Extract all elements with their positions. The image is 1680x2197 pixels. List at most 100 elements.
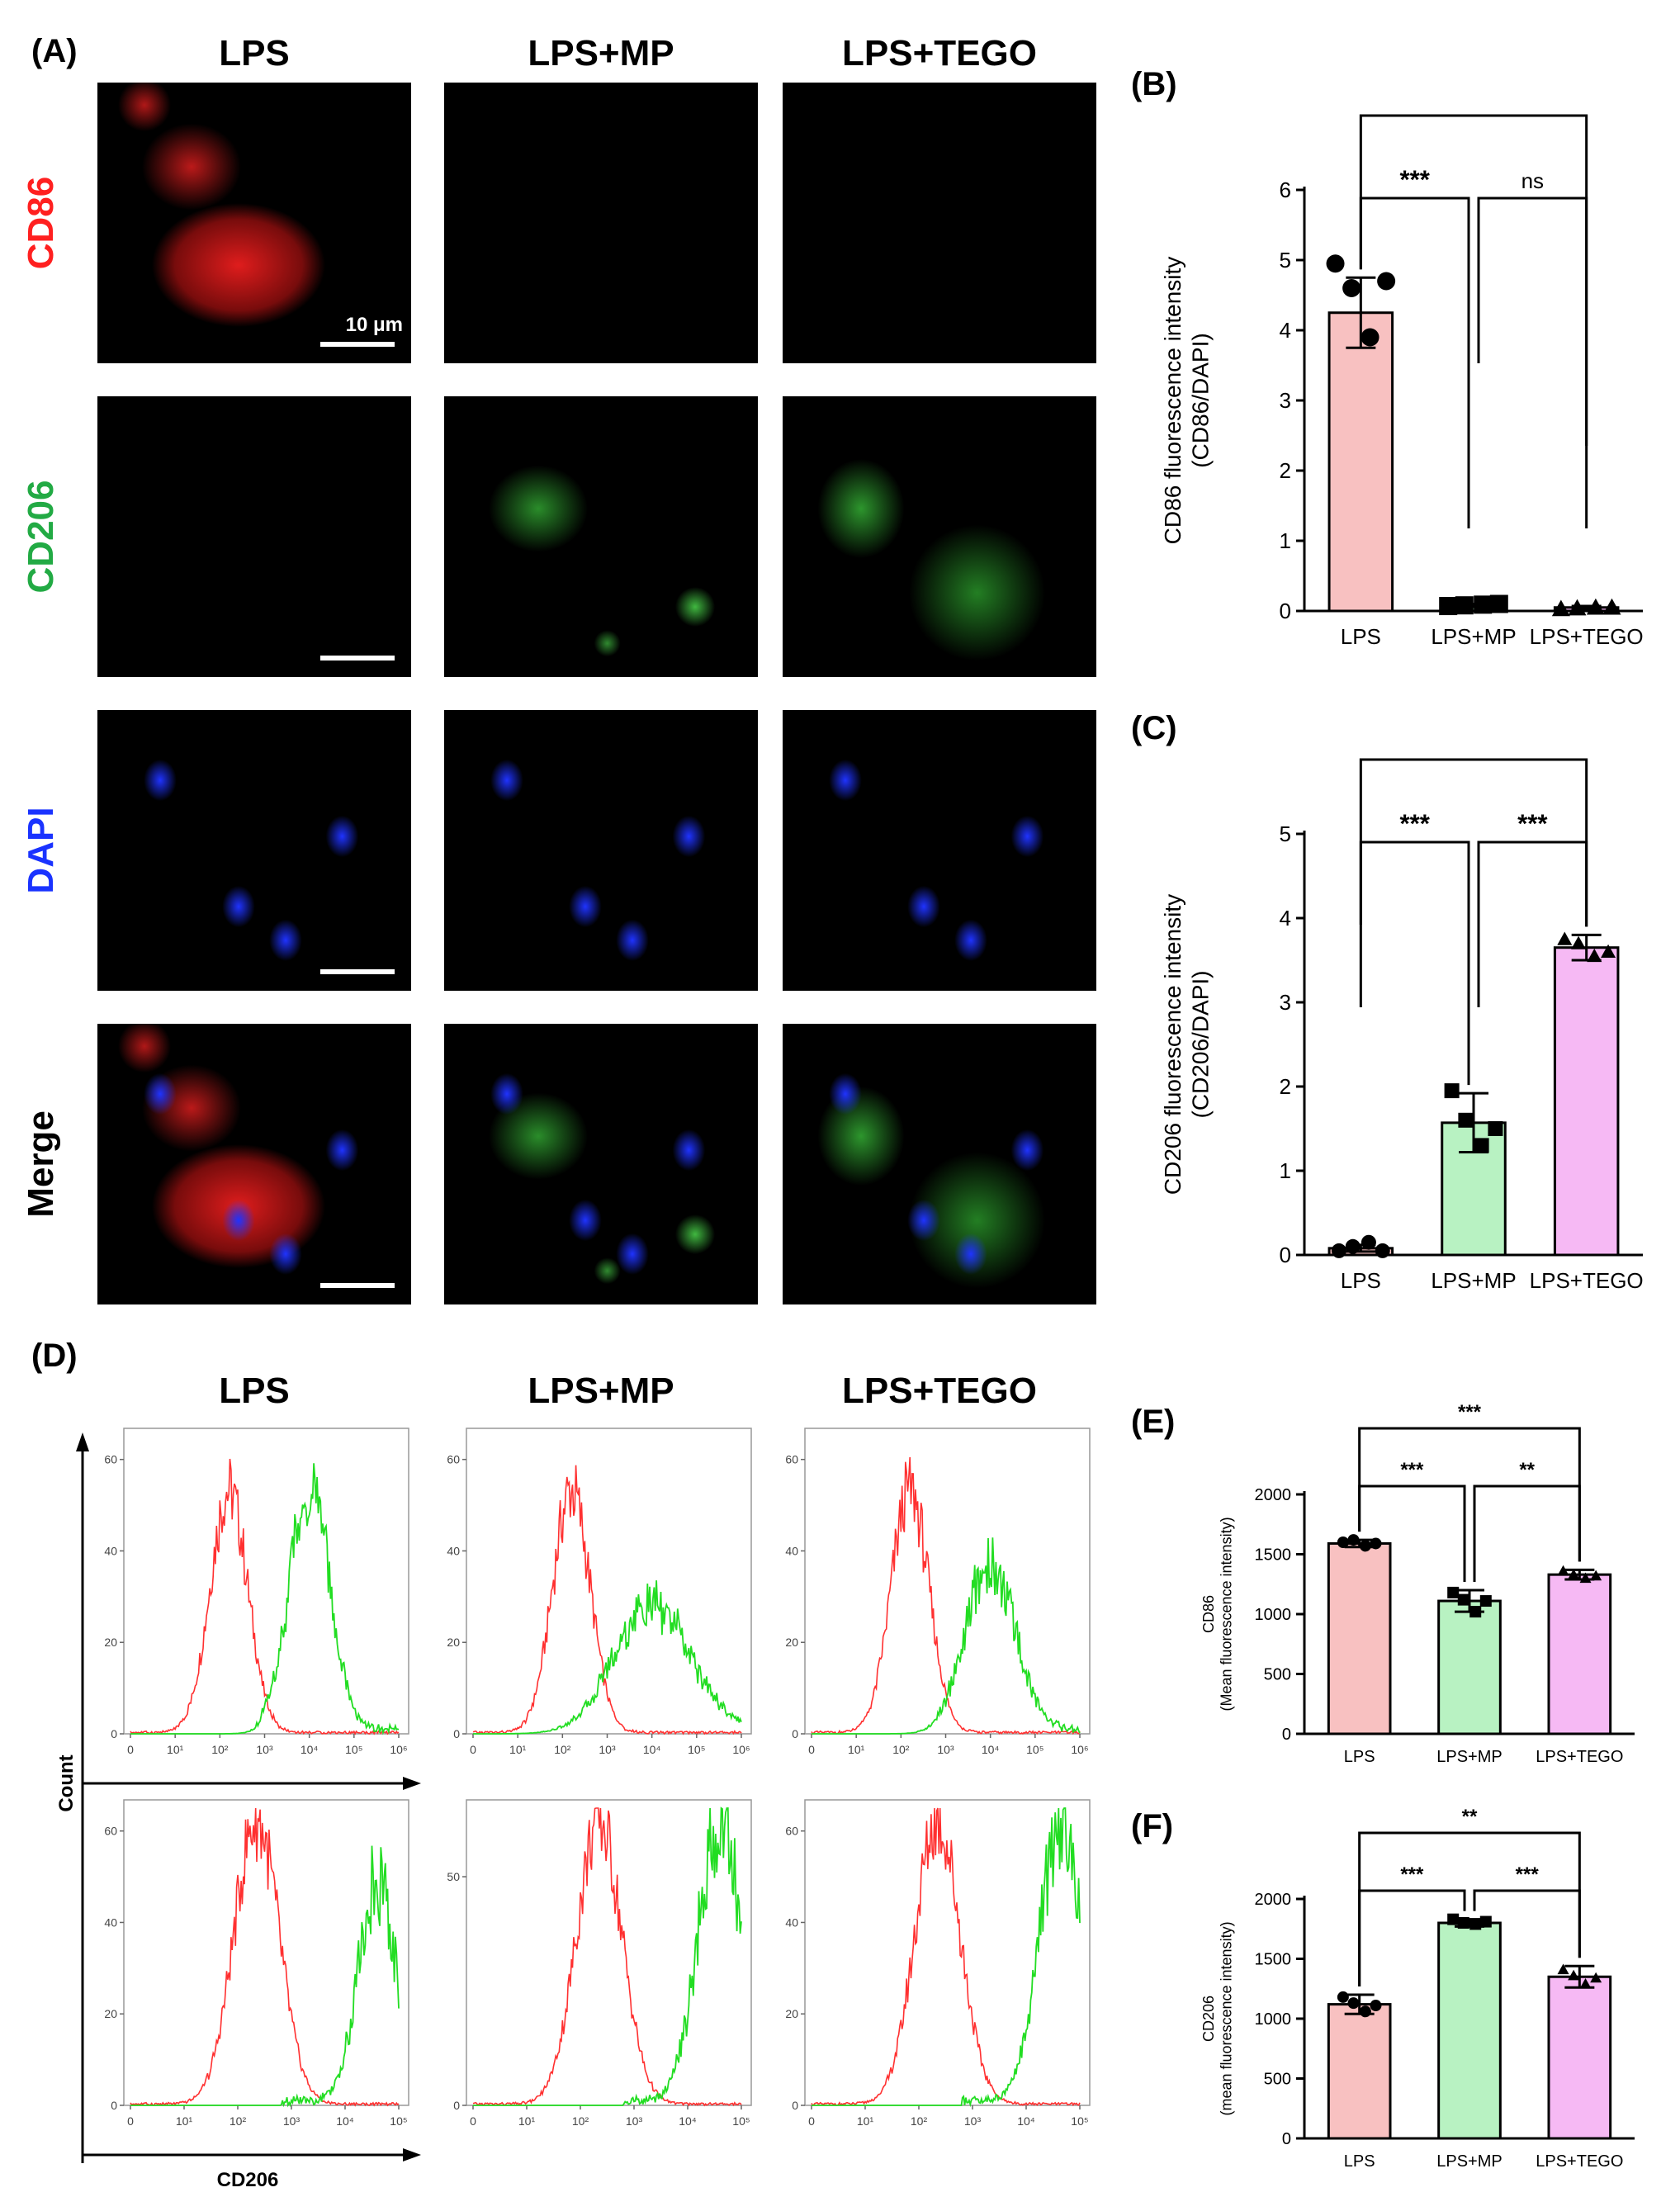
flow-x-tick-label: 10⁴ bbox=[336, 2114, 354, 2128]
green-histogram-trace bbox=[130, 1845, 400, 2108]
significance-label: *** bbox=[1400, 1863, 1424, 1886]
data-point bbox=[1457, 1593, 1469, 1606]
flow-y-tick-label: 0 bbox=[111, 1727, 117, 1740]
flow-x-tick-label: 10¹ bbox=[848, 1743, 865, 1756]
green-histogram-trace bbox=[130, 1463, 400, 1735]
data-point bbox=[1590, 1972, 1602, 1983]
flow-x-tick-label: 10⁴ bbox=[679, 2114, 697, 2128]
significance-bracket bbox=[1473, 1889, 1581, 1958]
y-axis-label: (CD206/DAPI) bbox=[1188, 971, 1214, 1119]
flow-cytometry-histograms: CountCD860204060010¹10²10³10⁴10⁵10⁶02040… bbox=[55, 1428, 1091, 2191]
data-point bbox=[1359, 2005, 1371, 2018]
data-point bbox=[1568, 1969, 1580, 1981]
flow-x-tick-label: 10⁶ bbox=[1071, 1743, 1088, 1756]
green-histogram-trace bbox=[473, 1580, 742, 1735]
scale-bar bbox=[320, 342, 395, 347]
significance-label: *** bbox=[1399, 165, 1430, 194]
y-axis-label: (mean fluorescence intensity) bbox=[1219, 1921, 1235, 2115]
y-tick-label: 5 bbox=[1280, 822, 1291, 846]
red-histogram-trace bbox=[130, 1807, 400, 2107]
red-histogram-trace bbox=[472, 1807, 742, 2107]
flow-header-lps: LPS bbox=[219, 1371, 290, 1411]
y-tick-label: 1000 bbox=[1255, 1606, 1292, 1624]
y-tick-label: 1500 bbox=[1255, 1951, 1292, 1969]
row-label-cd86: CD86 bbox=[21, 176, 61, 270]
flow-x-tick-label: 10⁵ bbox=[345, 1743, 362, 1756]
flow-x-tick-label: 10¹ bbox=[509, 1743, 527, 1756]
flow-x-tick-label: 10¹ bbox=[518, 2114, 536, 2128]
y-axis-label: CD86 fluorescence intensity bbox=[1160, 257, 1185, 545]
x-tick-label: LPS+MP bbox=[1431, 624, 1516, 649]
flow-x-tick-label: 10³ bbox=[964, 2114, 982, 2128]
flow-x-tick-label: 10⁵ bbox=[1071, 2114, 1088, 2128]
x-tick-label: LPS+MP bbox=[1436, 1748, 1502, 1766]
data-point bbox=[1474, 1138, 1489, 1153]
micrograph-cd86-0: 10 μm bbox=[97, 83, 411, 363]
data-point bbox=[1347, 1534, 1360, 1546]
x-tick-label: LPS+TEGO bbox=[1530, 624, 1644, 649]
bar-chart-cd86-intensity: 0 1 2 3 4 5 6 CD86 fluorescence intensity (CD86/… bbox=[1160, 99, 1644, 649]
y-tick-label: 1 bbox=[1280, 528, 1291, 553]
bar-lps bbox=[1327, 2003, 1392, 2140]
y-tick-label: 500 bbox=[1264, 1666, 1291, 1684]
count-arrow-head bbox=[76, 1432, 89, 1451]
y-axis-label: CD206 bbox=[1200, 1996, 1217, 2042]
histogram-frame bbox=[123, 1428, 409, 1735]
flow-x-tick-label: 10³ bbox=[599, 1743, 616, 1756]
histogram-frame bbox=[123, 1799, 409, 2106]
bar-lps-tego bbox=[1547, 1573, 1612, 1735]
data-point bbox=[1579, 1572, 1592, 1584]
y-tick-label: 1500 bbox=[1255, 1546, 1292, 1565]
y-tick-label: 0 bbox=[1280, 1243, 1291, 1267]
y-tick-label: 1000 bbox=[1255, 2010, 1292, 2029]
green-histogram-trace bbox=[473, 1806, 742, 2106]
x-tick-label: LPS bbox=[1344, 2152, 1375, 2171]
flow-x-tick-label: 10⁵ bbox=[390, 2114, 407, 2128]
row-label-cd206: CD206 bbox=[21, 480, 61, 594]
red-histogram-trace bbox=[472, 1465, 742, 1735]
flow-x-tick-label: 10⁶ bbox=[390, 1743, 407, 1756]
significance-bracket bbox=[1477, 840, 1588, 1007]
scale-bar bbox=[320, 969, 395, 974]
data-point bbox=[1457, 1917, 1469, 1929]
data-point bbox=[1359, 1540, 1371, 1552]
flow-y-tick-label: 20 bbox=[104, 1636, 117, 1649]
column-header-lps: LPS bbox=[219, 33, 290, 73]
y-tick-label: 1 bbox=[1280, 1158, 1291, 1183]
x-tick-label: LPS+MP bbox=[1431, 1268, 1516, 1293]
flow-y-tick-label: 20 bbox=[785, 2007, 798, 2020]
green-histogram-trace bbox=[812, 1537, 1081, 1735]
data-point bbox=[1331, 1243, 1346, 1258]
data-point bbox=[1557, 1565, 1569, 1576]
histogram-cd86-1: 0 20 40 60 0 10¹ 10² 10³ 10⁴ 10⁵ 10⁶ bbox=[447, 1428, 752, 1756]
data-point bbox=[1568, 1569, 1580, 1579]
flow-header-lps-mp: LPS+MP bbox=[528, 1371, 674, 1411]
significance-bracket bbox=[1359, 196, 1470, 528]
micrograph-cd206-0 bbox=[97, 396, 411, 677]
flow-x-tick-label: 0 bbox=[127, 2114, 134, 2128]
x-tick-label: LPS bbox=[1344, 1748, 1375, 1766]
flow-y-tick-label: 0 bbox=[792, 2099, 798, 2112]
flow-y-tick-label: 0 bbox=[453, 1727, 460, 1740]
flow-x-tick-label: 10³ bbox=[283, 2114, 301, 2128]
flow-x-tick-label: 0 bbox=[470, 1743, 476, 1756]
flow-x-tick-label: 10⁵ bbox=[732, 2114, 750, 2128]
micrograph-dapi-0 bbox=[97, 710, 411, 991]
red-histogram-trace bbox=[811, 1807, 1081, 2107]
significance-label: ** bbox=[1462, 1808, 1478, 1828]
data-point bbox=[1455, 596, 1474, 615]
flow-y-tick-label: 0 bbox=[111, 2099, 117, 2112]
flow-y-tick-label: 60 bbox=[785, 1825, 798, 1838]
data-point bbox=[1439, 597, 1458, 616]
count-axis-label: Count bbox=[55, 1754, 78, 1811]
data-point bbox=[1447, 1913, 1460, 1925]
bar-lps-mp bbox=[1437, 1921, 1502, 2140]
y-axis-label: (CD86/DAPI) bbox=[1188, 333, 1214, 467]
y-tick-label: 3 bbox=[1280, 990, 1291, 1015]
flow-y-tick-label: 20 bbox=[785, 1636, 798, 1649]
y-tick-label: 0 bbox=[1282, 2130, 1291, 2148]
data-point bbox=[1571, 935, 1587, 949]
column-header-lps-mp: LPS+MP bbox=[528, 33, 674, 73]
data-point bbox=[1469, 1918, 1482, 1930]
micrograph-cd86-2 bbox=[783, 83, 1096, 363]
